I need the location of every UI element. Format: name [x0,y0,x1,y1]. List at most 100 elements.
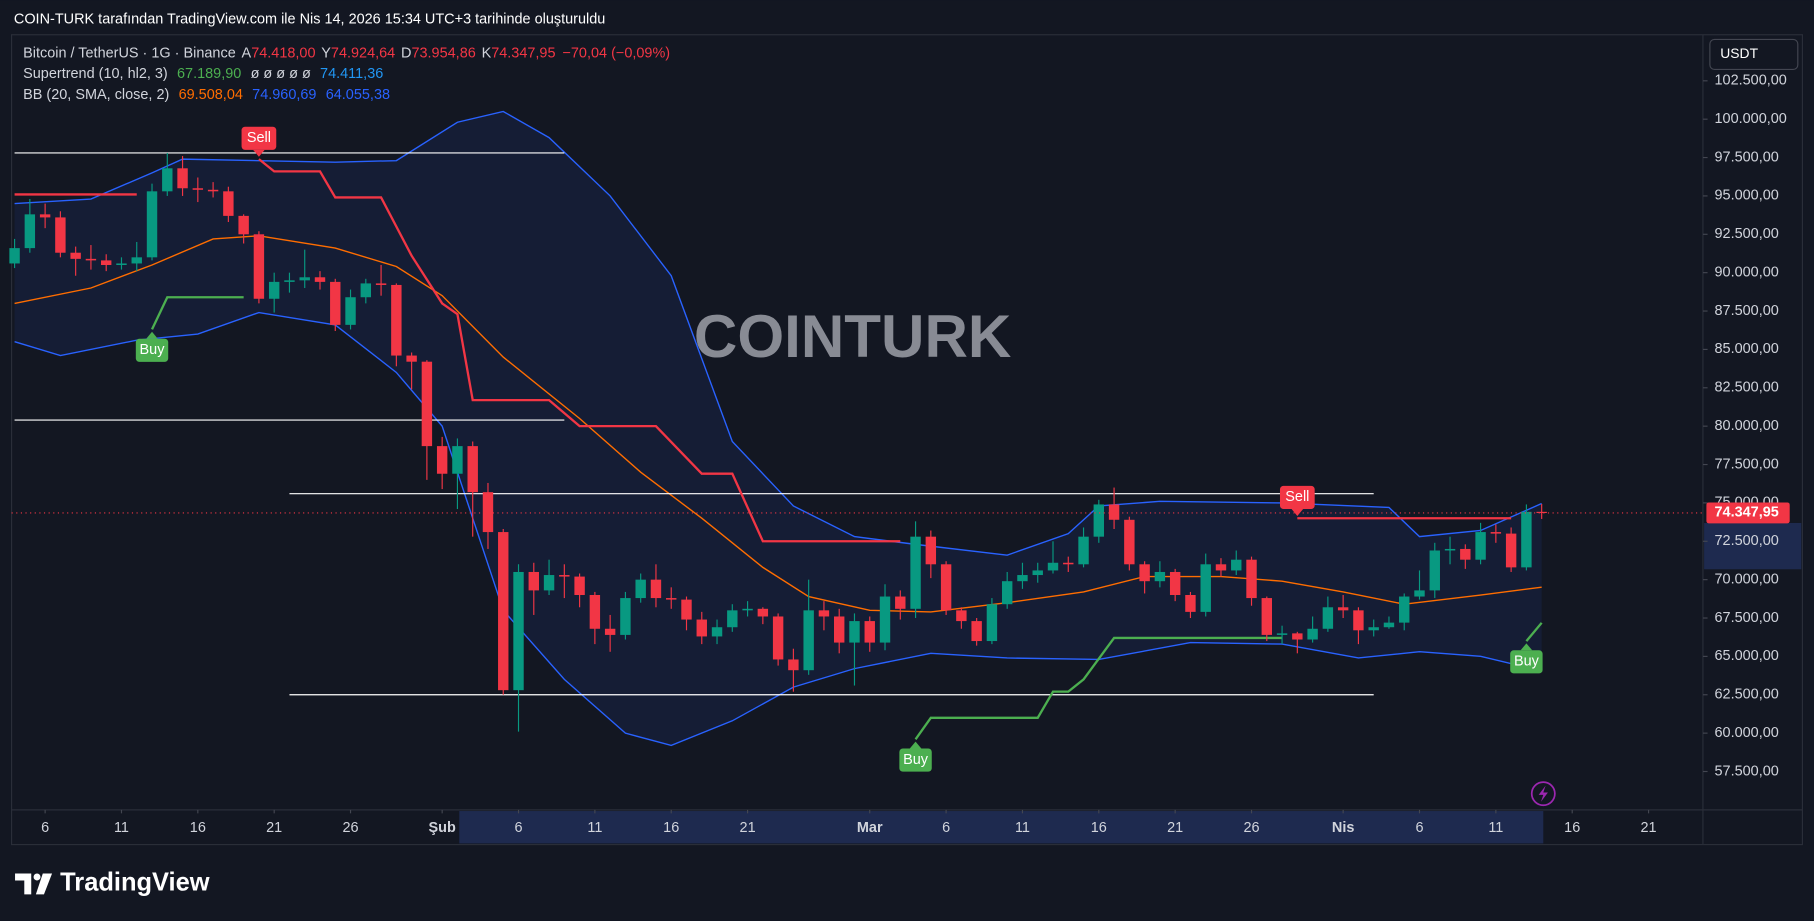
candle-body [421,361,433,447]
candle-body [1063,562,1074,565]
y-tick-label: 100.000,00 [1715,111,1787,127]
candle-body [1322,607,1334,629]
candle-body [1124,519,1135,565]
x-tick-label: 16 [190,820,206,836]
legend-text: A [242,45,252,61]
candle-body [788,659,799,671]
candle-body [70,252,81,259]
candle-body [834,616,845,643]
signal-pointer [1520,643,1533,651]
chart-frame [10,34,1804,846]
candle-body [727,610,738,628]
candle-body [299,277,310,281]
candle-body [284,280,295,282]
legend-text: BB (20, SMA, close, 2) [23,87,169,103]
x-tick-label: 6 [942,820,950,836]
supertrend-line [1525,622,1543,642]
price-range-highlight [1704,522,1802,570]
band-line [14,311,1542,747]
y-tick-label: 72.500,00 [1715,533,1779,549]
y-tick-label: 60.000,00 [1715,725,1779,741]
candle-body [1490,532,1502,534]
candle-body [162,168,173,192]
candle-body [1231,559,1242,571]
y-tick-label: 57.500,00 [1715,763,1779,779]
x-tick-label: 16 [663,820,679,836]
legend-text: 67.189,90 [177,66,241,82]
candle-body [1444,548,1456,551]
candle-body [1093,504,1105,537]
alert-icon[interactable] [1530,781,1556,807]
legend-text: 74.960,69 [252,87,316,103]
y-tick-label: 85.000,00 [1715,341,1779,357]
signal-box [1279,485,1315,509]
x-tick-label: 6 [1415,820,1423,836]
candle-body [498,532,509,691]
legend-text: 64.055,38 [326,87,390,103]
legend-text: 69.508,04 [179,87,243,103]
signal-pointer [1291,508,1304,516]
candle-body [207,189,219,192]
logo-mark [15,873,32,895]
candle-body [436,446,448,474]
y-tick-label: 95.000,00 [1715,188,1779,204]
legend-text: −70,04 (−0,09%) [562,45,670,61]
signal-pointer [909,741,922,749]
x-tick-label: Nis [1332,820,1355,836]
candle-body [391,284,402,356]
x-tick-label: 26 [342,820,358,836]
candle-body [803,610,814,671]
logo [15,873,53,895]
signal-label: Buy [1514,654,1540,670]
candle-body [1215,564,1227,571]
candle-body [1414,590,1425,597]
candle-body [345,297,356,325]
candle-body [24,214,36,249]
candle-body [1154,571,1166,582]
x-tick-label: 16 [1564,820,1580,836]
candle-body [818,610,830,617]
y-tick-label: 67.500,00 [1715,610,1779,626]
candle-body [85,258,97,261]
candle-body [681,599,692,620]
candle-body [314,277,326,282]
candle-body [574,576,585,595]
currency-box[interactable] [1709,38,1799,71]
candle-body [1521,511,1532,568]
candle-body [589,594,601,629]
legend-text: 74.411,36 [320,66,383,82]
x-tick-label: 11 [114,820,129,836]
legend-text: K [482,45,492,61]
candle-body [910,536,921,609]
candle-body [666,598,677,600]
candle-body [55,217,66,253]
x-tick-label: 21 [1167,820,1183,836]
candle-body [39,214,51,218]
legend-text: ø ø ø ø ø [251,66,311,82]
candle-body [116,263,127,265]
candle-body [971,621,982,642]
candle-body [482,492,494,533]
candle-body [528,571,539,591]
candle-body [146,191,158,258]
candle-body [1337,607,1349,611]
x-tick-label: Şub [429,820,456,836]
y-tick-label: 70.000,00 [1715,571,1779,587]
signal-label: Buy [140,342,166,358]
signal-box [1510,650,1543,674]
candle-body [360,283,372,298]
legend-text: 74.924,64 [331,45,395,61]
candle-body [1078,536,1089,565]
candle-body [1536,511,1547,513]
y-tick-label: 97.500,00 [1715,149,1779,165]
candle-body [1032,570,1043,576]
watermark: COINTURK [694,303,1011,370]
legend-text: Supertrend (10, hl2, 3) [23,66,168,82]
x-tick-label: 11 [1488,820,1503,836]
candle-body [1017,575,1028,582]
time-range-highlight [459,811,1544,844]
candle-body [192,188,204,190]
logo-mark [35,873,53,895]
